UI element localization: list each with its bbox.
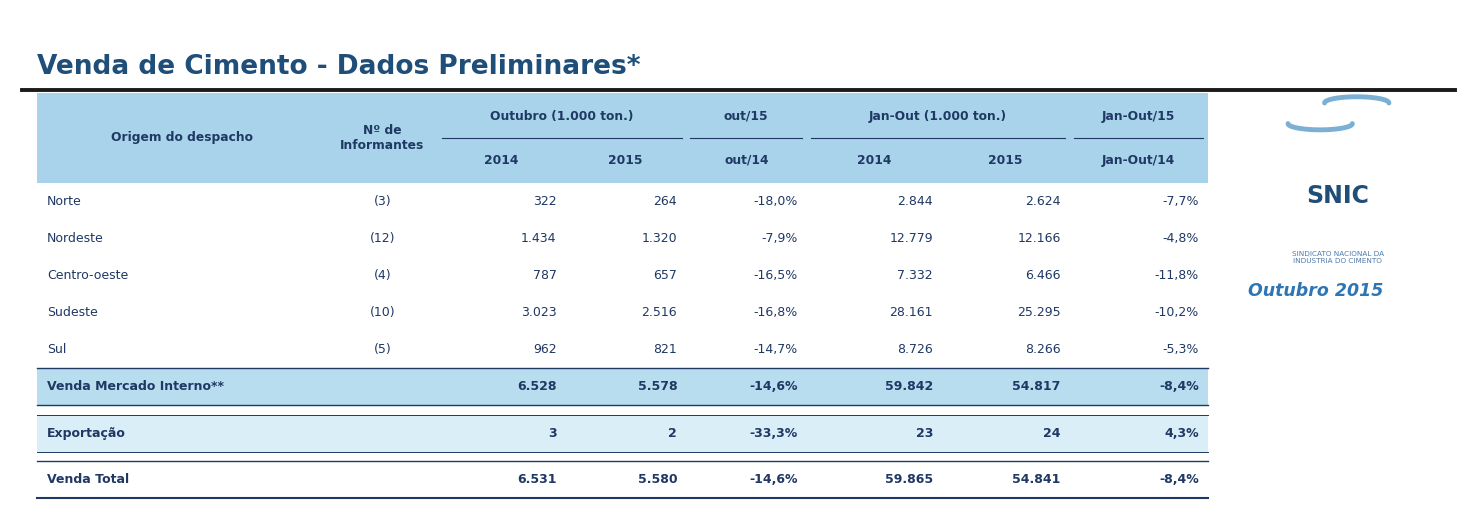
Text: 1.320: 1.320 — [642, 232, 677, 245]
Bar — [37, 368, 1208, 405]
Text: -5,3%: -5,3% — [1162, 343, 1199, 356]
Text: Sudeste: Sudeste — [47, 306, 98, 319]
Text: 12.166: 12.166 — [1018, 232, 1061, 245]
Text: 2.624: 2.624 — [1025, 195, 1061, 208]
Text: 54.817: 54.817 — [1013, 380, 1061, 393]
Text: Centro-oeste: Centro-oeste — [47, 269, 129, 282]
Text: out/15: out/15 — [724, 110, 769, 123]
Text: SNIC: SNIC — [1306, 184, 1370, 208]
Text: Jan-Out/15: Jan-Out/15 — [1102, 110, 1175, 123]
Bar — [37, 415, 1208, 452]
Bar — [37, 93, 1208, 183]
Text: -7,7%: -7,7% — [1162, 195, 1199, 208]
Text: 3.023: 3.023 — [520, 306, 557, 319]
Text: 23: 23 — [915, 426, 933, 440]
Text: (10): (10) — [370, 306, 395, 319]
Bar — [37, 183, 1208, 220]
Text: Venda Mercado Interno**: Venda Mercado Interno** — [47, 380, 224, 393]
Text: -7,9%: -7,9% — [762, 232, 798, 245]
Text: 28.161: 28.161 — [889, 306, 933, 319]
Text: 12.779: 12.779 — [889, 232, 933, 245]
Text: Nº de
Informantes: Nº de Informantes — [341, 124, 424, 152]
Text: 821: 821 — [654, 343, 677, 356]
Text: 322: 322 — [534, 195, 557, 208]
Text: -14,7%: -14,7% — [753, 343, 798, 356]
Text: 962: 962 — [534, 343, 557, 356]
Text: 2014: 2014 — [857, 154, 892, 167]
Text: -14,6%: -14,6% — [750, 380, 798, 393]
Text: (5): (5) — [373, 343, 392, 356]
Text: 25.295: 25.295 — [1018, 306, 1061, 319]
Text: 5.578: 5.578 — [637, 380, 677, 393]
Text: Exportação: Exportação — [47, 426, 126, 440]
Text: 1.434: 1.434 — [520, 232, 557, 245]
Text: 4,3%: 4,3% — [1164, 426, 1199, 440]
Text: 59.842: 59.842 — [885, 380, 933, 393]
Text: -18,0%: -18,0% — [753, 195, 798, 208]
Text: Venda de Cimento - Dados Preliminares*: Venda de Cimento - Dados Preliminares* — [37, 54, 640, 80]
Text: 3: 3 — [548, 426, 557, 440]
Text: 2015: 2015 — [608, 154, 643, 167]
Text: (3): (3) — [373, 195, 392, 208]
Text: Norte: Norte — [47, 195, 82, 208]
Text: Outubro 2015: Outubro 2015 — [1249, 282, 1383, 300]
Text: 264: 264 — [654, 195, 677, 208]
Text: 54.841: 54.841 — [1013, 473, 1061, 486]
Text: -4,8%: -4,8% — [1162, 232, 1199, 245]
Text: 2.844: 2.844 — [898, 195, 933, 208]
Text: 6.531: 6.531 — [518, 473, 557, 486]
Text: -11,8%: -11,8% — [1155, 269, 1199, 282]
Text: 2015: 2015 — [988, 154, 1023, 167]
Text: 6.466: 6.466 — [1025, 269, 1061, 282]
Text: (12): (12) — [370, 232, 395, 245]
Text: 59.865: 59.865 — [885, 473, 933, 486]
Bar — [37, 461, 1208, 498]
Text: -14,6%: -14,6% — [750, 473, 798, 486]
Text: -10,2%: -10,2% — [1155, 306, 1199, 319]
Bar — [37, 220, 1208, 257]
Text: Jan-Out/14: Jan-Out/14 — [1102, 154, 1175, 167]
Text: Sul: Sul — [47, 343, 66, 356]
Bar — [37, 257, 1208, 294]
Bar — [37, 331, 1208, 368]
Text: out/14: out/14 — [724, 154, 769, 167]
Text: Venda Total: Venda Total — [47, 473, 129, 486]
Text: 8.726: 8.726 — [898, 343, 933, 356]
Text: 5.580: 5.580 — [637, 473, 677, 486]
Text: -16,8%: -16,8% — [753, 306, 798, 319]
Text: 6.528: 6.528 — [518, 380, 557, 393]
Text: -16,5%: -16,5% — [753, 269, 798, 282]
Text: Outubro (1.000 ton.): Outubro (1.000 ton.) — [490, 110, 633, 123]
Text: (4): (4) — [373, 269, 392, 282]
Text: -8,4%: -8,4% — [1159, 473, 1199, 486]
Text: 8.266: 8.266 — [1025, 343, 1061, 356]
Text: 787: 787 — [532, 269, 557, 282]
Text: SINDICATO NACIONAL DA
INDÚSTRIA DO CIMENTO: SINDICATO NACIONAL DA INDÚSTRIA DO CIMEN… — [1291, 251, 1385, 264]
Text: 657: 657 — [654, 269, 677, 282]
Text: Origem do despacho: Origem do despacho — [111, 131, 253, 144]
Text: 24: 24 — [1044, 426, 1061, 440]
Text: Nordeste: Nordeste — [47, 232, 104, 245]
Text: Jan-Out (1.000 ton.): Jan-Out (1.000 ton.) — [868, 110, 1007, 123]
Text: -33,3%: -33,3% — [750, 426, 798, 440]
Text: -8,4%: -8,4% — [1159, 380, 1199, 393]
Text: 2.516: 2.516 — [642, 306, 677, 319]
Text: 2: 2 — [668, 426, 677, 440]
Text: 2014: 2014 — [484, 154, 519, 167]
Bar — [37, 294, 1208, 331]
Text: 7.332: 7.332 — [898, 269, 933, 282]
